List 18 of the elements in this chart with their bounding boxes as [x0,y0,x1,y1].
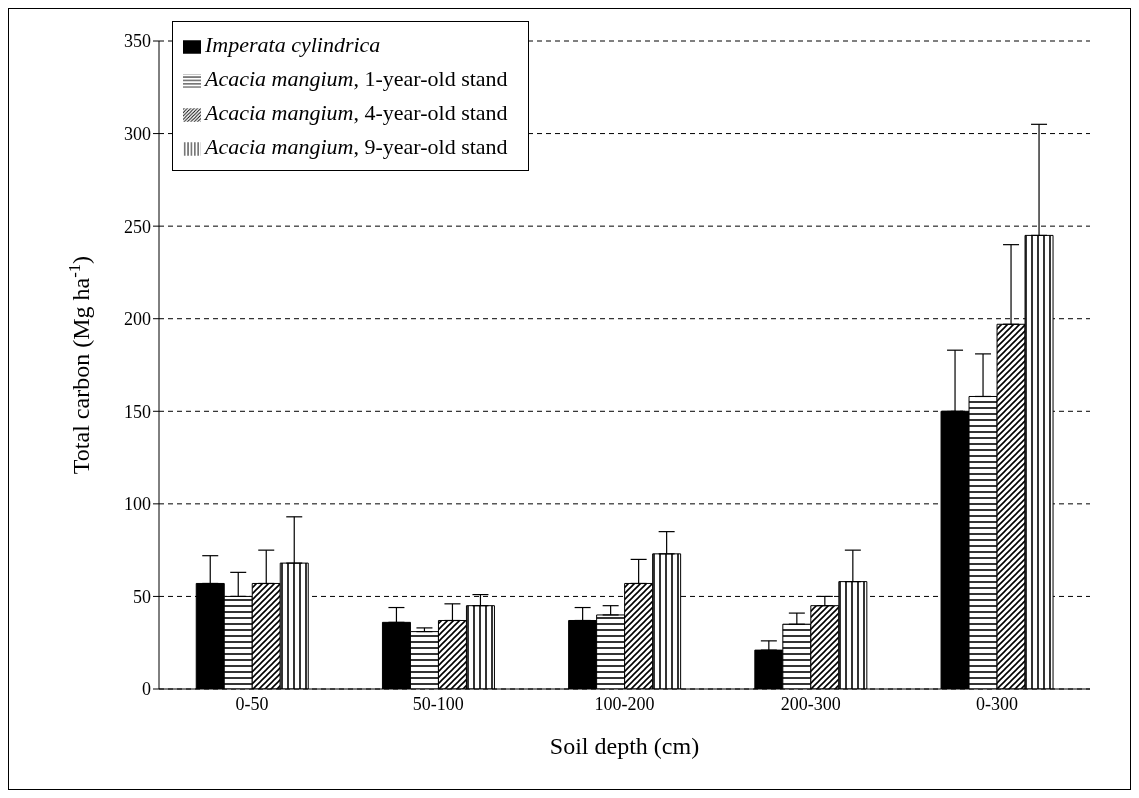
y-tick-label: 350 [124,31,151,52]
x-tick-label: 0-50 [235,693,269,714]
legend-label: Imperata cylindrica [205,32,381,57]
legend-label: Acacia mangium, 4-year-old stand [205,100,508,125]
y-tick-label: 200 [124,309,151,330]
y-tick-label: 250 [124,216,151,237]
x-axis-title: Soil depth (cm) [549,733,700,759]
legend-label: Acacia mangium, 9-year-old stand [205,134,508,159]
y-tick-label: 300 [124,123,151,144]
y-tick-label: 0 [142,679,151,700]
legend-label: Acacia mangium, 1-year-old stand [205,66,508,91]
y-tick-label: 100 [124,494,151,515]
y-tick-label: 150 [124,401,151,422]
x-tick-label: 50-100 [412,693,464,714]
x-tick-label: 200-300 [780,693,841,714]
x-tick-label: 100-200 [594,693,655,714]
y-tick-label: 50 [133,586,151,607]
x-tick-label: 0-300 [975,693,1018,714]
